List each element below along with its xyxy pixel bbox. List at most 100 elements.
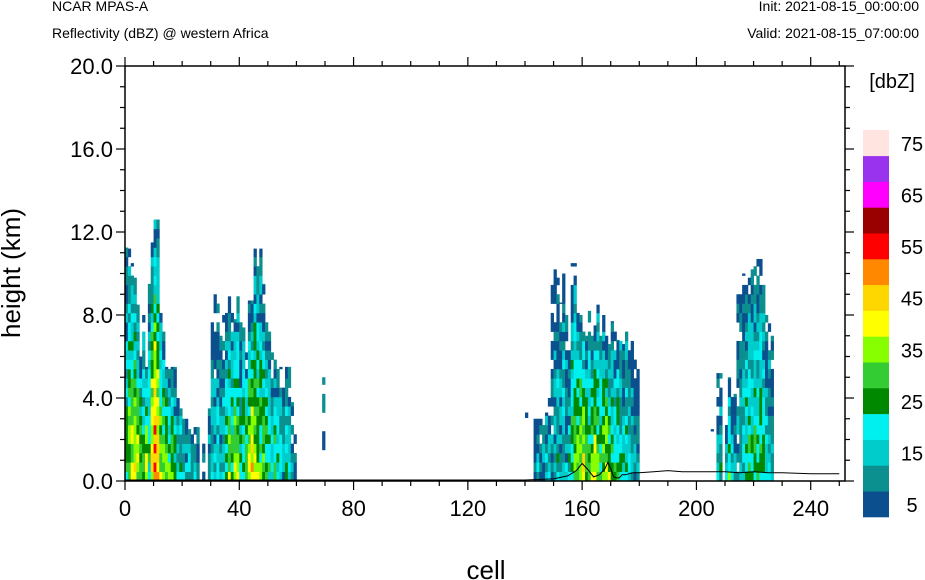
- x-axis-label: cell: [466, 555, 505, 580]
- reflectivity-cell: [259, 266, 263, 276]
- reflectivity-cell: [556, 434, 560, 444]
- reflectivity-cell: [636, 424, 640, 435]
- reflectivity-cell: [262, 303, 266, 314]
- reflectivity-cell: [185, 471, 189, 482]
- reflectivity-cell: [253, 275, 257, 286]
- reflectivity-cell: [267, 340, 272, 351]
- reflectivity-cell: [756, 340, 760, 351]
- reflectivity-cell: [290, 402, 294, 407]
- reflectivity-cell: [756, 294, 760, 304]
- reflectivity-cell: [130, 284, 134, 295]
- reflectivity-cell: [267, 378, 272, 388]
- reflectivity-cell: [170, 424, 174, 435]
- reflectivity-cell: [227, 415, 232, 426]
- reflectivity-cell: [233, 387, 237, 398]
- reflectivity-cell: [210, 387, 214, 398]
- reflectivity-cell: [765, 359, 769, 370]
- reflectivity-cell: [627, 368, 632, 379]
- reflectivity-cell: [147, 415, 152, 426]
- reflectivity-cell: [719, 452, 723, 463]
- reflectivity-cell: [216, 396, 220, 407]
- reflectivity-cell: [162, 368, 166, 379]
- reflectivity-cell: [147, 350, 152, 360]
- y-tick-label: 0.0: [82, 469, 113, 494]
- reflectivity-cell: [747, 415, 752, 426]
- reflectivity-cell: [542, 424, 546, 435]
- reflectivity-cell: [576, 471, 580, 482]
- reflectivity-cell: [753, 322, 757, 332]
- reflectivity-cell: [767, 359, 772, 370]
- reflectivity-cell: [602, 406, 606, 416]
- reflectivity-cell: [225, 378, 229, 388]
- reflectivity-cell: [619, 443, 623, 454]
- reflectivity-cell: [573, 322, 577, 332]
- reflectivity-cell: [556, 277, 560, 286]
- reflectivity-cell: [207, 415, 212, 426]
- reflectivity-cell: [125, 275, 129, 286]
- reflectivity-cell: [287, 368, 292, 379]
- reflectivity-cell: [633, 378, 637, 388]
- reflectivity-cell: [742, 462, 746, 472]
- reflectivity-cell: [125, 284, 129, 295]
- reflectivity-cell: [165, 378, 169, 388]
- reflectivity-cell: [256, 331, 260, 342]
- reflectivity-cell: [170, 471, 174, 482]
- reflectivity-cell: [133, 415, 137, 426]
- reflectivity-cell: [165, 406, 169, 416]
- reflectivity-cell: [559, 396, 563, 407]
- reflectivity-cell: [570, 284, 574, 295]
- reflectivity-cell: [596, 424, 600, 435]
- reflectivity-cell: [227, 387, 232, 398]
- reflectivity-cell: [753, 378, 757, 388]
- reflectivity-cell: [599, 452, 603, 463]
- reflectivity-cell: [605, 434, 609, 444]
- reflectivity-cell: [125, 452, 129, 463]
- reflectivity-cell: [253, 359, 257, 370]
- reflectivity-cell: [756, 434, 760, 444]
- reflectivity-cell: [619, 378, 623, 388]
- reflectivity-cell: [159, 434, 163, 444]
- reflectivity-cell: [196, 443, 200, 454]
- reflectivity-cell: [753, 387, 757, 398]
- reflectivity-cell: [745, 331, 749, 342]
- reflectivity-cell: [590, 406, 594, 416]
- reflectivity-cell: [136, 443, 140, 454]
- reflectivity-cell: [225, 452, 229, 463]
- reflectivity-cell: [322, 431, 326, 441]
- reflectivity-cell: [279, 424, 283, 435]
- reflectivity-cell: [587, 378, 592, 388]
- reflectivity-cell: [273, 424, 277, 435]
- reflectivity-cell: [585, 462, 589, 472]
- reflectivity-cell: [222, 434, 226, 444]
- reflectivity-cell: [159, 322, 163, 332]
- reflectivity-cell: [147, 434, 152, 444]
- reflectivity-cell: [582, 406, 586, 416]
- reflectivity-cell: [279, 462, 283, 472]
- reflectivity-cell: [147, 283, 152, 286]
- reflectivity-cell: [753, 303, 757, 314]
- reflectivity-cell: [285, 415, 289, 426]
- reflectivity-cell: [753, 462, 757, 472]
- reflectivity-cell: [136, 452, 140, 463]
- reflectivity-cell: [727, 406, 732, 416]
- reflectivity-cell: [250, 471, 254, 482]
- reflectivity-cell: [565, 415, 569, 426]
- reflectivity-cell: [179, 434, 183, 444]
- reflectivity-cell: [613, 387, 617, 398]
- reflectivity-cell: [607, 424, 612, 435]
- reflectivity-cell: [719, 406, 723, 416]
- reflectivity-cell: [759, 303, 763, 314]
- reflectivity-cell: [242, 434, 246, 444]
- reflectivity-cell: [139, 471, 143, 482]
- reflectivity-cell: [596, 387, 600, 398]
- reflectivity-cell: [239, 452, 243, 463]
- reflectivity-cell: [610, 471, 614, 482]
- reflectivity-cell: [562, 424, 566, 435]
- reflectivity-cell: [565, 452, 569, 463]
- reflectivity-cell: [216, 322, 220, 332]
- reflectivity-cell: [239, 387, 243, 398]
- reflectivity-cell: [245, 434, 249, 444]
- reflectivity-cell: [565, 396, 569, 407]
- reflectivity-cell: [227, 350, 232, 360]
- reflectivity-cell: [290, 462, 294, 472]
